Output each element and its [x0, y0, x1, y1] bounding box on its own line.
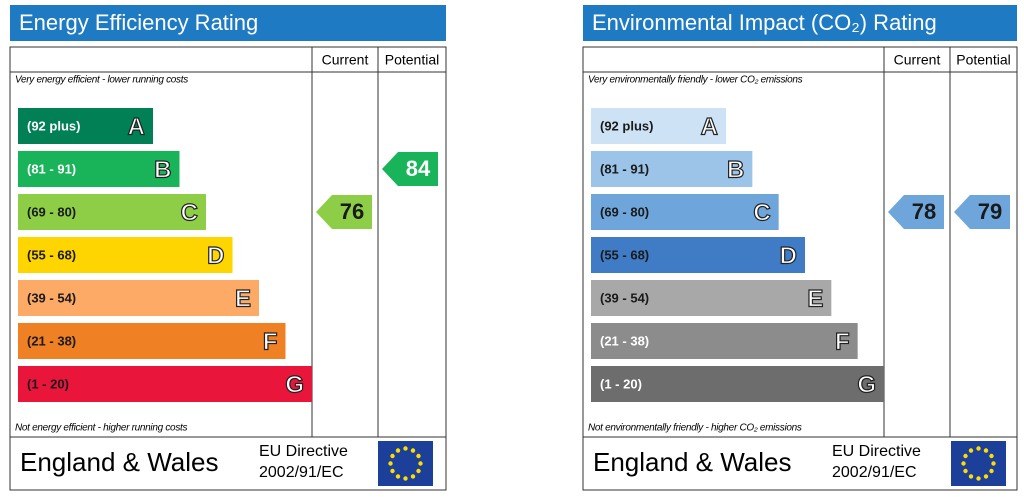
- flag-star: [963, 468, 968, 474]
- rating-arrow: [382, 152, 438, 186]
- flag-star: [963, 453, 968, 459]
- band-letter: D: [780, 242, 797, 269]
- directive: 2002/91/EC: [259, 464, 344, 481]
- frame: [9, 46, 447, 491]
- band: [591, 237, 805, 273]
- band-letter: G: [857, 371, 876, 398]
- band: [591, 194, 779, 230]
- band: [591, 151, 753, 187]
- rating-arrow: [316, 195, 372, 229]
- flag-star: [416, 453, 421, 459]
- band: [591, 108, 726, 144]
- rating-value: 84: [406, 156, 431, 181]
- flag-star: [395, 448, 401, 453]
- band-letter: F: [263, 328, 278, 355]
- directive: EU Directive: [259, 443, 348, 460]
- column-header: Current: [322, 52, 369, 68]
- title-bar: [10, 5, 446, 41]
- top-label: Very environmentally friendly - lower CO…: [588, 75, 803, 86]
- band-range: (81 - 91): [600, 161, 649, 176]
- band-letter: C: [753, 199, 770, 226]
- flag-star: [976, 476, 981, 481]
- band-letter: D: [207, 242, 224, 269]
- footer: England & Wales: [593, 447, 791, 477]
- band: [18, 237, 233, 273]
- flag-star: [983, 448, 989, 453]
- flag-star: [403, 476, 408, 481]
- band-range: (69 - 80): [27, 204, 76, 219]
- flag-star: [416, 468, 421, 474]
- flag-star: [968, 474, 974, 479]
- band: [591, 366, 884, 402]
- flag-star: [403, 446, 408, 451]
- band-range: (39 - 54): [27, 290, 76, 305]
- title: Environmental Impact (CO₂) Rating: [592, 10, 937, 35]
- bottom-label: Not energy efficient - higher running co…: [15, 423, 187, 434]
- flag-star: [989, 453, 994, 459]
- band-range: (1 - 20): [600, 376, 642, 391]
- frame: [582, 46, 1018, 491]
- band-range: (92 plus): [600, 118, 653, 133]
- flag-star: [418, 461, 423, 466]
- rating-value: 78: [912, 199, 936, 224]
- column-header: Current: [894, 52, 941, 68]
- band-letter: C: [181, 199, 198, 226]
- rating-arrow: [954, 195, 1010, 229]
- footer: England & Wales: [20, 447, 218, 477]
- band: [18, 194, 206, 230]
- flag-star: [968, 448, 974, 453]
- column-header: Potential: [956, 52, 1010, 68]
- band: [18, 366, 312, 402]
- band-range: (21 - 38): [600, 333, 649, 348]
- directive: 2002/91/EC: [832, 464, 917, 481]
- band-letter: A: [128, 113, 145, 140]
- flag-star: [395, 474, 401, 479]
- band: [18, 108, 153, 144]
- rating-value: 79: [978, 199, 1002, 224]
- flag-star: [410, 474, 416, 479]
- title-bar: [583, 5, 1017, 41]
- band-range: (21 - 38): [27, 333, 76, 348]
- flag-star: [390, 468, 395, 474]
- band-range: (69 - 80): [600, 204, 649, 219]
- band-range: (39 - 54): [600, 290, 649, 305]
- flag-star: [983, 474, 989, 479]
- flag-star: [989, 468, 994, 474]
- column-header: Potential: [385, 52, 439, 68]
- rating-arrow: [888, 195, 944, 229]
- band-range: (55 - 68): [27, 247, 76, 262]
- band-letter: F: [835, 328, 850, 355]
- band: [591, 323, 858, 359]
- flag-star: [976, 446, 981, 451]
- band: [18, 323, 286, 359]
- band-letter: B: [154, 156, 171, 183]
- directive: EU Directive: [832, 443, 921, 460]
- bottom-label: Not environmentally friendly - higher CO…: [588, 423, 802, 434]
- band-range: (1 - 20): [27, 376, 69, 391]
- band-letter: E: [235, 285, 251, 312]
- band-letter: G: [285, 371, 304, 398]
- band-letter: A: [701, 113, 718, 140]
- band-letter: B: [727, 156, 744, 183]
- band-range: (81 - 91): [27, 161, 76, 176]
- band-letter: E: [807, 285, 823, 312]
- title: Energy Efficiency Rating: [19, 10, 258, 35]
- band-range: (92 plus): [27, 118, 80, 133]
- flag-star: [390, 453, 395, 459]
- flag-star: [991, 461, 996, 466]
- flag-star: [410, 448, 416, 453]
- band-range: (55 - 68): [600, 247, 649, 262]
- rating-value: 76: [340, 199, 364, 224]
- flag-star: [961, 461, 966, 466]
- band: [591, 280, 832, 316]
- band: [18, 280, 259, 316]
- band: [18, 151, 180, 187]
- top-label: Very energy efficient - lower running co…: [15, 75, 188, 86]
- flag-star: [388, 461, 393, 466]
